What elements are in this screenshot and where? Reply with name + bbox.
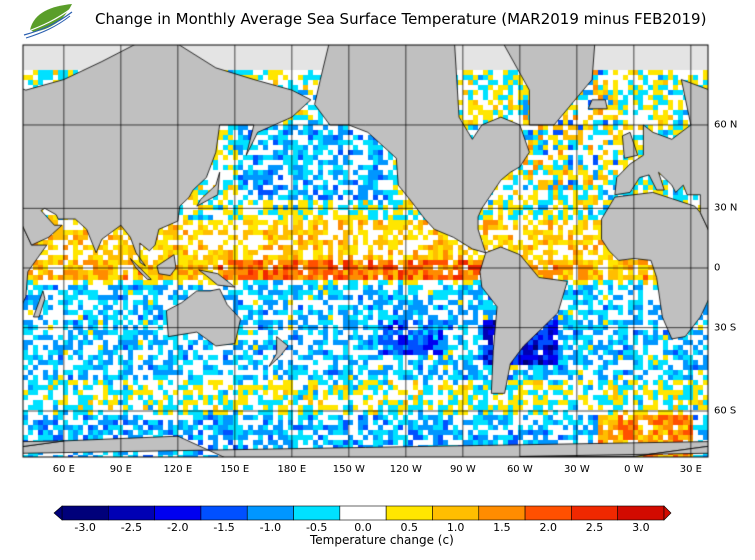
- colorbar-tick-label: 3.0: [632, 521, 650, 534]
- latitude-label: 30 S: [714, 322, 737, 334]
- colorbar-min-arrow: [53, 505, 63, 521]
- colorbar-swatch: [154, 505, 202, 521]
- colorbar-max-arrow: [663, 505, 672, 521]
- colorbar-swatch: [617, 505, 665, 521]
- longitude-label: 120 E: [163, 464, 193, 475]
- colorbar-swatch: [108, 505, 155, 521]
- leaf-logo-icon: [23, 4, 73, 39]
- colorbar-tick-label: 2.0: [539, 521, 557, 534]
- colorbar-tick-label: -3.0: [74, 521, 96, 534]
- colorbar-tick-label: -1.5: [213, 521, 235, 534]
- latitude-label: 60 N: [714, 119, 738, 131]
- colorbar-tick-label: -1.0: [259, 521, 282, 534]
- colorbar-tick-label: 1.5: [493, 521, 511, 534]
- colorbar-swatch: [293, 505, 341, 521]
- sst-change-map: [0, 0, 755, 500]
- colorbar-tick-label: 0.5: [400, 521, 419, 534]
- colorbar-swatch: [432, 505, 480, 521]
- colorbar-tick-label: -2.0: [167, 521, 189, 534]
- latitude-label: 60 S: [714, 405, 737, 417]
- colorbar-tick-label: 0.0: [354, 521, 372, 534]
- colorbar-tick-label: 2.5: [585, 521, 604, 534]
- longitude-label: 60 E: [52, 464, 75, 475]
- colorbar-swatch: [339, 505, 387, 521]
- colorbar-tick-label: -0.5: [305, 521, 328, 534]
- colorbar-swatch: [246, 505, 294, 521]
- colorbar-label: Temperature change (c): [310, 533, 454, 547]
- colorbar-swatch: [385, 505, 433, 521]
- colorbar-swatch: [200, 505, 248, 521]
- colorbar-swatch: [571, 505, 618, 521]
- longitude-label: 30 W: [563, 464, 590, 475]
- longitude-label: 150 E: [220, 464, 250, 475]
- colorbar-tick-label: 1.0: [446, 521, 465, 534]
- longitude-label: 30 E: [679, 464, 702, 475]
- chart-title: Change in Monthly Average Sea Surface Te…: [95, 10, 707, 28]
- latitude-label: 0: [714, 262, 721, 274]
- latitude-label: 30 N: [714, 202, 738, 214]
- colorbar: [53, 505, 672, 521]
- colorbar-swatch: [524, 505, 572, 521]
- colorbar-swatch: [478, 505, 526, 521]
- longitude-label: 150 W: [332, 464, 365, 475]
- longitude-label: 120 W: [389, 464, 422, 475]
- longitude-label: 180 E: [277, 464, 307, 475]
- longitude-label: 90 E: [109, 464, 132, 475]
- colorbar-tick-label: -2.5: [120, 521, 143, 534]
- longitude-label: 0 W: [624, 464, 644, 475]
- colorbar-swatch: [61, 505, 109, 521]
- longitude-label: 60 W: [506, 464, 533, 475]
- longitude-label: 90 W: [449, 464, 476, 475]
